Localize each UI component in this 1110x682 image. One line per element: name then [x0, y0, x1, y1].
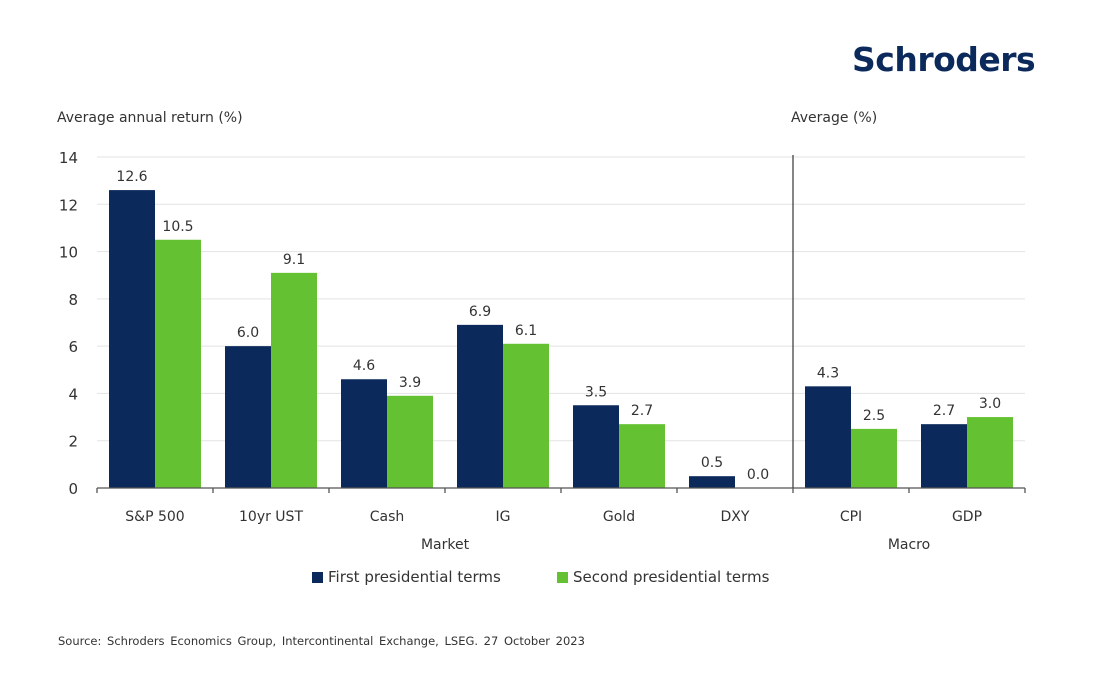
data-label: 3.9 — [399, 375, 421, 391]
schroders-logo: Schroders — [852, 40, 1036, 79]
bar-first — [921, 424, 967, 488]
y-tick-label: 14 — [59, 149, 78, 167]
bar-first — [805, 386, 851, 488]
x-tick-label: IG — [496, 509, 511, 525]
legend-item-second-terms: Second presidential terms — [557, 568, 769, 586]
x-tick-label: S&P 500 — [125, 509, 184, 525]
y-tick-label: 0 — [68, 480, 78, 498]
data-label: 4.3 — [817, 365, 839, 381]
data-label: 3.0 — [979, 396, 1001, 412]
data-label: 6.9 — [469, 304, 491, 320]
y-tick-label: 10 — [59, 244, 78, 262]
data-label: 2.5 — [863, 408, 885, 424]
data-label: 9.1 — [283, 252, 305, 268]
data-label: 0.0 — [747, 467, 769, 483]
bar-first — [109, 190, 155, 488]
legend-swatch-first — [312, 571, 323, 583]
data-label: 2.7 — [933, 403, 955, 419]
legend-label-first: First presidential terms — [328, 568, 501, 586]
legend-label-second: Second presidential terms — [573, 568, 770, 586]
y-tick-label: 4 — [68, 385, 78, 403]
bar-first — [341, 379, 387, 488]
bar-second — [503, 343, 549, 488]
data-label: 0.5 — [701, 455, 723, 471]
x-tick-label: CPI — [840, 509, 862, 525]
y-tick-label: 12 — [59, 196, 78, 214]
bar-second — [619, 424, 665, 488]
data-label: 3.5 — [585, 384, 607, 400]
data-label: 6.0 — [237, 325, 259, 341]
x-tick-label: Gold — [603, 509, 635, 525]
bar-first — [689, 476, 735, 488]
bar-second — [851, 428, 897, 488]
x-tick-label: DXY — [721, 509, 750, 525]
bar-second — [387, 395, 433, 488]
y-tick-label: 8 — [68, 291, 78, 309]
data-label: 6.1 — [515, 323, 537, 339]
bar-second — [155, 239, 201, 488]
y-tick-label: 2 — [68, 433, 78, 451]
group-label: Macro — [888, 537, 930, 553]
x-tick-label: GDP — [952, 509, 982, 525]
legend-swatch-second — [557, 571, 568, 583]
bar-first — [573, 405, 619, 488]
y-tick-label: 6 — [68, 338, 78, 356]
data-label: 10.5 — [162, 219, 193, 235]
x-tick-label: Cash — [370, 509, 405, 525]
bar-second — [271, 272, 317, 488]
bar-first — [225, 346, 271, 488]
source-note: Source: Schroders Economics Group, Inter… — [58, 634, 585, 648]
data-label: 4.6 — [353, 358, 375, 374]
group-label: Market — [421, 537, 470, 553]
x-tick-label: 10yr UST — [239, 509, 303, 525]
legend-item-first-terms: First presidential terms — [312, 568, 501, 586]
bar-second — [967, 417, 1013, 488]
data-label: 12.6 — [116, 169, 147, 185]
y-axis-label-left: Average annual return (%) — [57, 110, 243, 126]
data-label: 2.7 — [631, 403, 653, 419]
bar-first — [457, 324, 503, 488]
y-axis-label-right: Average (%) — [791, 110, 878, 126]
